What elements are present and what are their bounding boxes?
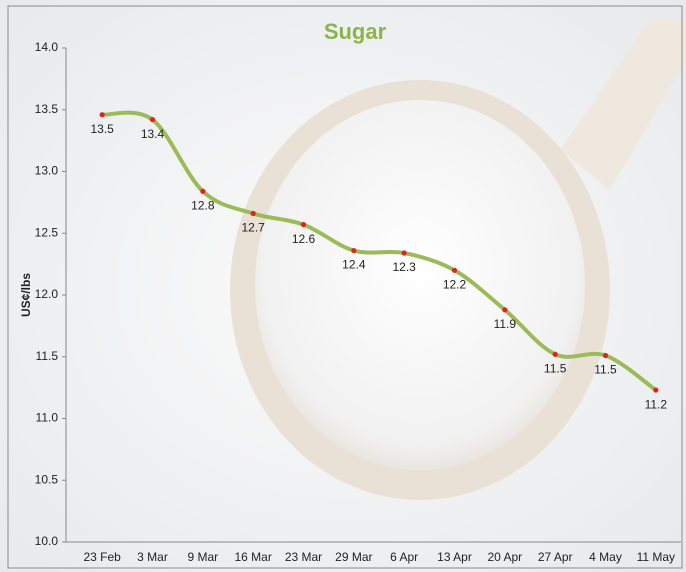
- x-tick-label: 16 Mar: [234, 550, 271, 564]
- data-label: 12.7: [241, 221, 265, 235]
- x-tick-label: 27 Apr: [538, 550, 573, 564]
- x-tick-label: 20 Apr: [487, 550, 522, 564]
- y-tick-label: 12.5: [35, 225, 59, 239]
- point: [250, 210, 256, 217]
- point: [99, 112, 105, 118]
- point: [502, 307, 508, 313]
- y-tick-label: 11.5: [36, 349, 59, 363]
- y-tick-label: 10.5: [35, 472, 59, 486]
- y-tick-label: 10.0: [35, 534, 59, 548]
- y-tick-label: 14.0: [35, 40, 59, 54]
- x-tick-label: 23 Feb: [83, 550, 121, 564]
- x-tick-label: 6 Apr: [390, 550, 418, 564]
- frame: [7, 5, 683, 569]
- point: [401, 250, 407, 256]
- data-label: 11.5: [544, 361, 567, 375]
- data-label: 11.2: [645, 397, 668, 411]
- x-tick-label: 13 Apr: [437, 550, 472, 564]
- point: [602, 352, 609, 359]
- x-tick-label: 3 Mar: [137, 550, 168, 564]
- data-label: 12.3: [392, 260, 416, 274]
- chart-title: Sugar: [324, 19, 387, 44]
- point: [149, 117, 156, 123]
- data-label: 12.2: [443, 277, 467, 291]
- data-label: 12.4: [342, 258, 366, 272]
- y-tick-label: 13.5: [35, 102, 59, 116]
- x-tick-label: 9 Mar: [187, 550, 218, 564]
- y-axis-label: US¢/lbs: [19, 273, 33, 317]
- y-tick-label: 12.0: [35, 287, 59, 301]
- data-label: 13.5: [90, 122, 114, 136]
- data-label: 11.5: [594, 363, 617, 377]
- spoon-bowl: [255, 100, 585, 470]
- data-label: 13.4: [141, 127, 165, 141]
- x-tick-label: 4 May: [589, 550, 622, 564]
- data-label: 12.6: [292, 232, 316, 246]
- data-label: 11.9: [494, 317, 517, 331]
- point: [653, 387, 659, 393]
- point: [451, 267, 458, 273]
- point: [552, 351, 558, 357]
- point: [351, 247, 357, 254]
- y-tick-label: 11.0: [36, 411, 59, 425]
- point: [200, 188, 206, 194]
- spoon-handle: [560, 20, 686, 190]
- x-tick-label: 23 Mar: [285, 550, 322, 564]
- x-tick-label: 29 Mar: [335, 550, 372, 564]
- data-label: 12.8: [191, 198, 215, 212]
- y-tick-label: 13.0: [35, 164, 59, 178]
- x-tick-label: 11 May: [637, 550, 675, 564]
- point: [300, 222, 307, 228]
